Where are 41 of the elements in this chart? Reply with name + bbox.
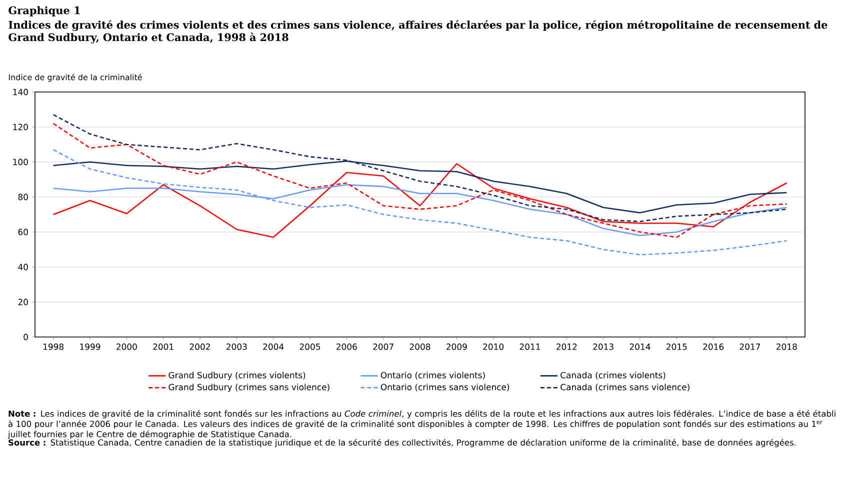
x-tick-label: 2001	[153, 344, 174, 350]
x-tick-label: 2017	[740, 344, 760, 350]
x-tick-label: 2002	[190, 344, 210, 350]
y-tick-label: 100	[13, 158, 28, 166]
x-tick-label: 2007	[373, 344, 394, 350]
x-tick-label: 1998	[43, 344, 64, 350]
x-tick-label: 2006	[336, 344, 357, 350]
x-tick-label: 2015	[666, 344, 687, 350]
x-tick-label: 2003	[226, 344, 247, 350]
y-tick-label: 40	[18, 264, 28, 270]
x-tick-label: 2011	[520, 344, 540, 350]
chart-subtitle: Indices de gravité des crimes violents et des crimes sans violence, affaires déclarées par la police, région métropolitaine de recensement de Grand Sudbury, Ontario et Canada, 1998 à 2018	[8, 20, 828, 44]
y-tick-label: 20	[18, 298, 28, 306]
x-tick-label: 2000	[116, 344, 137, 350]
legend-label: Grand Sudbury (crimes violents)	[168, 372, 306, 380]
y-tick-label: 140	[13, 88, 28, 96]
legend-label: Canada (crimes violents)	[560, 372, 666, 380]
x-tick-label: 2013	[593, 344, 614, 350]
legend-label: Canada (crimes sans violence)	[560, 384, 690, 392]
x-tick-label: 1999	[80, 344, 100, 350]
x-tick-label: 2008	[410, 344, 430, 350]
chart-title: Graphique 1	[8, 6, 80, 16]
legend-label: Ontario (crimes violents)	[380, 372, 485, 380]
x-tick-label: 2005	[300, 344, 320, 350]
y-tick-label: 120	[13, 124, 28, 130]
x-tick-label: 2009	[446, 344, 467, 350]
text: Note : Les indices de gravité de la criminalité sont fondés sur les infractions au Code criminel, y compris les délits de la route et les infractions aux autres lois fédérales. L’indice de base a été établi à 100 pour l’année 2006 pour le Canada. Les valeurs des indices de gravité de la criminalité sont disponibles à compter de 1998. Les chiffres de population sont fondés sur des estimations au 1$^{er}$ juillet fournies par le Centre de démographie de Statistique Canada.	[8, 410, 836, 439]
x-tick-label: 2010	[483, 344, 504, 350]
y-tick-label: 0	[24, 334, 28, 340]
y-tick-label: 80	[18, 194, 28, 200]
x-tick-label: 2004	[263, 344, 284, 350]
x-tick-label: 2014	[630, 344, 650, 350]
x-tick-label: 2012	[556, 344, 577, 350]
y-tick-label: 60	[18, 228, 28, 236]
line-series	[52, 149, 788, 256]
legend-label: Ontario (crimes sans violence)	[380, 384, 510, 392]
x-tick-label: 2018	[776, 344, 797, 350]
legend-label: Grand Sudbury (crimes sans violence)	[168, 384, 330, 392]
text: Source : Statistique Canada, Centre canadien de la statistique juridique et de la sécurité des collectivités, Programme de déclaration uniforme de la criminalité, base de données agrégées.	[8, 438, 796, 448]
x-tick-label: 2016	[703, 344, 724, 350]
line-series	[52, 122, 788, 238]
